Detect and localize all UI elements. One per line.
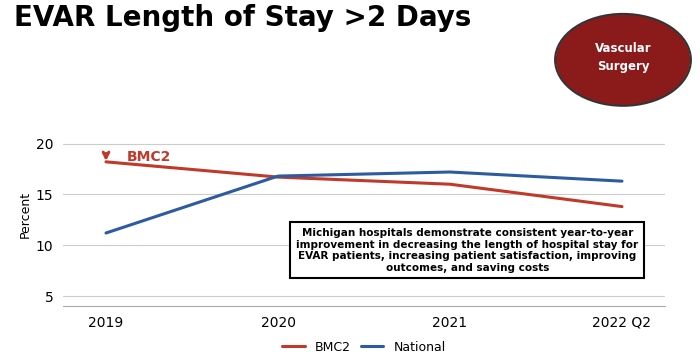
National xyxy=(446,170,454,174)
Ellipse shape xyxy=(556,15,690,105)
National xyxy=(102,231,110,235)
BMC2 xyxy=(618,205,626,209)
Text: EVAR Length of Stay >2 Days: EVAR Length of Stay >2 Days xyxy=(14,4,471,32)
BMC2 xyxy=(274,175,282,179)
Text: Vascular
Surgery: Vascular Surgery xyxy=(595,42,651,73)
Text: Michigan hospitals demonstrate consistent year-to-year
improvement in decreasing: Michigan hospitals demonstrate consisten… xyxy=(296,228,638,273)
Legend: BMC2, National: BMC2, National xyxy=(277,335,451,352)
Line: National: National xyxy=(106,172,622,233)
BMC2 xyxy=(446,182,454,186)
Y-axis label: Percent: Percent xyxy=(18,191,32,238)
National xyxy=(618,179,626,183)
BMC2 xyxy=(102,160,110,164)
Line: BMC2: BMC2 xyxy=(106,162,622,207)
Text: BMC2: BMC2 xyxy=(127,150,171,164)
National xyxy=(274,174,282,178)
